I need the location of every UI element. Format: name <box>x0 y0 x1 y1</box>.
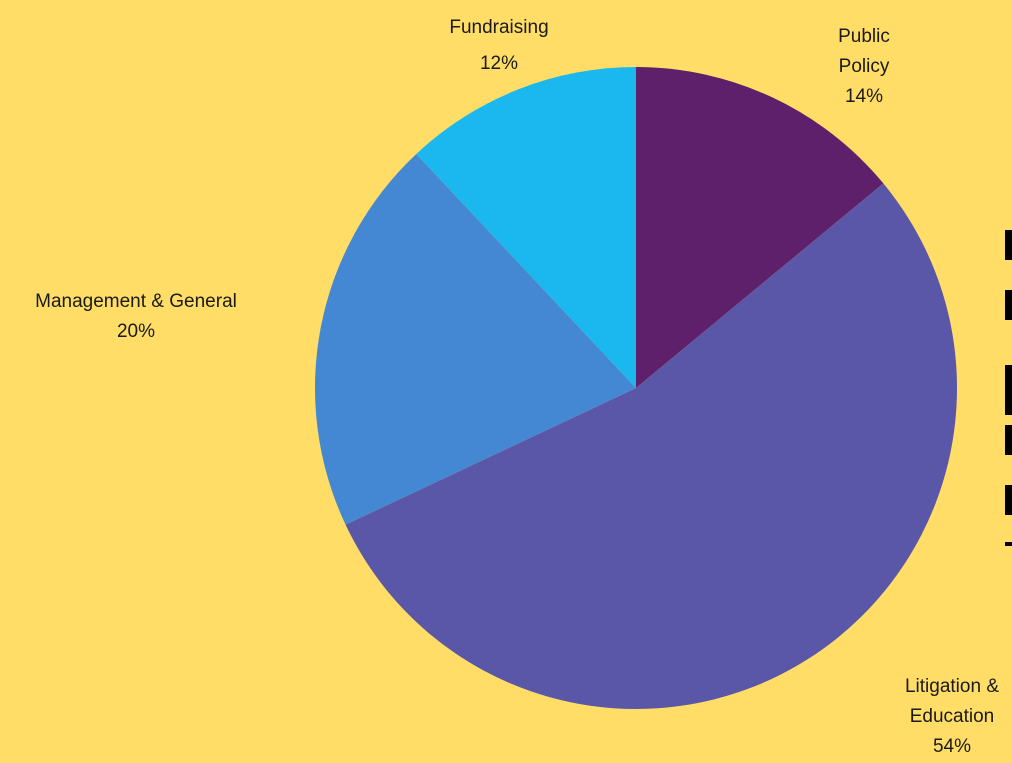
slice-name: Policy <box>839 56 890 77</box>
slice-percent: 20% <box>117 321 155 342</box>
slice-label: Management & General 20% <box>35 291 237 342</box>
edge-mark <box>1005 290 1012 320</box>
edge-mark <box>1005 365 1012 415</box>
pie-labels: Public Policy 14% Litigation & Education 54% M… <box>35 17 999 757</box>
pie-slices <box>314 66 958 710</box>
pie-slice-fundraising <box>416 66 636 388</box>
edge-mark <box>1005 425 1012 455</box>
slice-name: Management & General <box>35 291 237 312</box>
edge-mark <box>1005 485 1012 515</box>
slice-percent: 54% <box>933 736 971 757</box>
pie-slice-management-general <box>314 154 636 525</box>
pie-slice-litigation-education <box>345 183 958 710</box>
slice-name: Litigation & <box>905 676 999 697</box>
slice-percent: 12% <box>480 53 518 74</box>
slice-label: Litigation & Education 54% <box>905 676 999 757</box>
clipped-right-edge-marks <box>1005 230 1012 546</box>
edge-mark <box>1005 542 1012 546</box>
slice-label: Fundraising 12% <box>449 17 548 74</box>
pie-slice-public-policy <box>636 67 884 388</box>
slice-percent: 14% <box>845 86 883 107</box>
slice-label: Public Policy 14% <box>838 26 890 107</box>
edge-mark <box>1005 230 1012 260</box>
slice-name: Public <box>838 26 890 47</box>
slice-name: Education <box>910 706 995 727</box>
slice-name: Fundraising <box>449 17 548 38</box>
